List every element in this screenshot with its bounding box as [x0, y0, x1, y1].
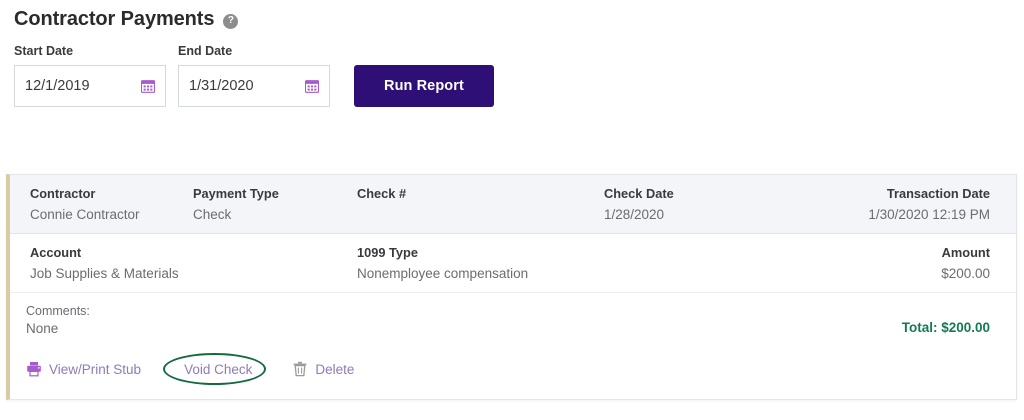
- trash-icon: [292, 361, 308, 377]
- value-contractor: Connie Contractor: [30, 207, 140, 222]
- end-date-label: End Date: [178, 44, 233, 58]
- payment-summary-row: Contractor Connie Contractor Payment Typ…: [10, 175, 1016, 234]
- cell-check-number: Check #: [357, 186, 406, 205]
- value-amount: $200.00: [941, 266, 990, 281]
- start-date-input[interactable]: 12/1/2019: [14, 65, 166, 107]
- comments-label: Comments:: [26, 304, 90, 318]
- column-header-account: Account: [30, 245, 82, 260]
- page-title-row: Contractor Payments ?: [14, 8, 239, 31]
- payment-detail-row: Account Job Supplies & Materials 1099 Ty…: [10, 234, 1016, 293]
- value-payment-type: Check: [193, 207, 232, 222]
- void-check-button[interactable]: Void Check: [177, 360, 253, 389]
- value-account: Job Supplies & Materials: [30, 266, 179, 281]
- void-check-label: Void Check: [184, 361, 253, 377]
- run-report-button[interactable]: Run Report: [354, 65, 494, 107]
- column-header-transaction-date: Transaction Date: [886, 186, 990, 201]
- cell-1099-type: 1099 Type Nonemployee compensation: [357, 245, 528, 284]
- payment-result-card: Contractor Connie Contractor Payment Typ…: [6, 174, 1017, 400]
- column-header-1099-type: 1099 Type: [357, 245, 418, 260]
- delete-button[interactable]: Delete: [292, 361, 354, 377]
- report-filters: Start Date 12/1/2019: [14, 44, 494, 107]
- column-header-check-date: Check Date: [604, 186, 674, 201]
- start-date-value: 12/1/2019: [25, 78, 90, 94]
- value-1099-type: Nonemployee compensation: [357, 266, 529, 281]
- column-header-payment-type: Payment Type: [193, 186, 279, 201]
- delete-label: Delete: [315, 361, 355, 377]
- column-header-check-number: Check #: [357, 186, 407, 201]
- help-circle-icon[interactable]: ?: [223, 13, 239, 29]
- cell-amount: Amount $200.00: [941, 245, 990, 284]
- page-title: Contractor Payments: [14, 8, 215, 30]
- cell-payment-type: Payment Type Check: [193, 186, 279, 225]
- cell-transaction-date: Transaction Date 1/30/2020 12:19 PM: [868, 186, 990, 225]
- cell-contractor: Contractor Connie Contractor: [30, 186, 140, 225]
- end-date-group: End Date 1/31/2020: [178, 44, 330, 107]
- value-transaction-date: 1/30/2020 12:19 PM: [868, 207, 990, 222]
- cell-check-date: Check Date 1/28/2020: [604, 186, 674, 225]
- end-date-value: 1/31/2020: [189, 78, 254, 94]
- void-check-highlight: Void Check: [163, 353, 267, 389]
- printer-icon: [26, 361, 42, 377]
- start-date-group: Start Date 12/1/2019: [14, 44, 166, 107]
- column-header-amount: Amount: [941, 245, 990, 260]
- value-check-date: 1/28/2020: [604, 207, 665, 222]
- calendar-icon[interactable]: [141, 79, 155, 93]
- calendar-icon[interactable]: [305, 79, 319, 93]
- view-print-stub-button[interactable]: View/Print Stub: [26, 361, 141, 377]
- total-amount: Total: $200.00: [901, 320, 990, 335]
- payment-comments-row: Comments: None Total: $200.00: [10, 293, 1016, 349]
- view-print-stub-label: View/Print Stub: [49, 361, 142, 377]
- column-header-contractor: Contractor: [30, 186, 96, 201]
- comments-block: Comments: None: [26, 303, 90, 337]
- comments-value: None: [26, 321, 59, 336]
- end-date-input[interactable]: 1/31/2020: [178, 65, 330, 107]
- start-date-label: Start Date: [14, 44, 74, 58]
- payment-actions-row: View/Print Stub Void Check: [10, 349, 1016, 399]
- cell-account: Account Job Supplies & Materials: [30, 245, 179, 284]
